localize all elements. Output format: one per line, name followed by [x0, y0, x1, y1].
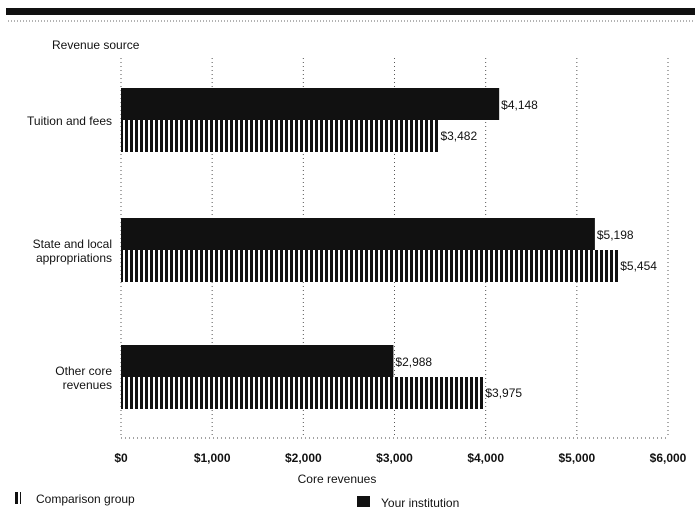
legend-swatch-1 [357, 496, 370, 507]
x-tick-label-1: $1,000 [194, 451, 231, 465]
bar-your-institution-2 [121, 345, 394, 377]
category-labels: Tuition and fees State and localappropria… [27, 114, 112, 392]
bar-comparison-group-1 [121, 250, 619, 282]
legend-label-0: Comparison group [36, 492, 135, 506]
x-tick-label-6: $6,000 [650, 451, 687, 465]
legend-swatch-0 [14, 492, 21, 504]
bar-comparison-group-0 [121, 120, 439, 152]
x-tick-label-3: $3,000 [376, 451, 413, 465]
legend: Comparison group Your institution [14, 492, 459, 510]
x-tick-labels: $0 $1,000 $2,000 $3,000 $4,000 $5,000 $6,000 [114, 451, 686, 465]
value-label-comparison-group-2: $3,975 [485, 386, 522, 400]
category-label-1-1: appropriations [36, 251, 112, 265]
bar-your-institution-1 [121, 218, 595, 250]
x-tick-label-5: $5,000 [558, 451, 595, 465]
value-label-comparison-group-1: $5,454 [620, 259, 657, 273]
category-label-2-0: Other core [55, 364, 112, 378]
x-tick-label-4: $4,000 [467, 451, 504, 465]
category-label-1-0: State and local [33, 237, 112, 251]
value-label-your-institution-0: $4,148 [501, 98, 538, 112]
bars: $4,148 $3,482 $5,198 $5,454 $2,988 $3,975 [121, 88, 657, 409]
category-label-0-0: Tuition and fees [27, 114, 112, 128]
legend-label-1: Your institution [381, 496, 459, 510]
bar-your-institution-0 [121, 88, 500, 120]
y-axis-title: Revenue source [52, 38, 140, 52]
value-label-comparison-group-0: $3,482 [440, 129, 477, 143]
value-label-your-institution-2: $2,988 [395, 355, 432, 369]
category-label-2-1: revenues [63, 378, 112, 392]
x-tick-label-2: $2,000 [285, 451, 322, 465]
bar-comparison-group-2 [121, 377, 484, 409]
x-tick-label-0: $0 [114, 451, 128, 465]
top-rule [6, 8, 695, 15]
x-axis-title: Core revenues [298, 472, 377, 486]
value-label-your-institution-1: $5,198 [597, 228, 634, 242]
